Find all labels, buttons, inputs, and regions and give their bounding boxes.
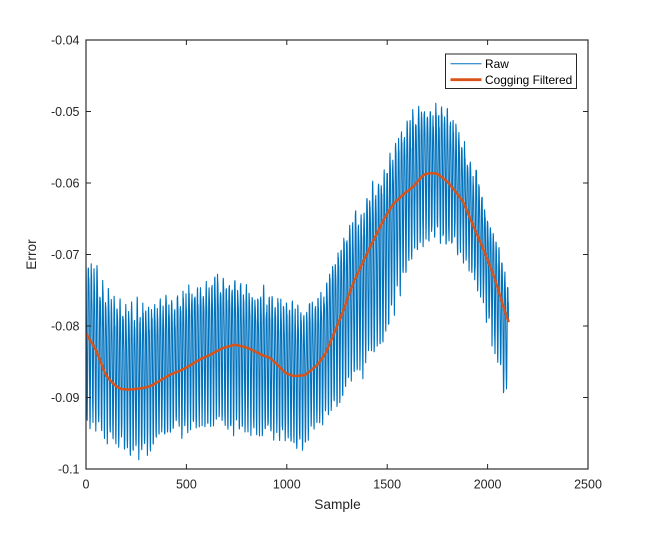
svg-text:2000: 2000	[474, 478, 502, 492]
svg-text:-0.08: -0.08	[51, 319, 80, 333]
svg-text:-0.06: -0.06	[51, 176, 80, 190]
svg-text:-0.04: -0.04	[51, 33, 80, 47]
svg-text:Cogging Filtered: Cogging Filtered	[485, 73, 572, 87]
svg-text:-0.09: -0.09	[51, 391, 80, 405]
svg-text:Error: Error	[24, 239, 39, 270]
svg-text:2500: 2500	[574, 478, 602, 492]
svg-text:Raw: Raw	[485, 57, 509, 71]
svg-text:Sample: Sample	[314, 497, 360, 512]
svg-text:0: 0	[83, 478, 90, 492]
svg-text:1500: 1500	[373, 478, 401, 492]
svg-text:-0.1: -0.1	[58, 462, 80, 476]
svg-text:1000: 1000	[273, 478, 301, 492]
svg-text:-0.05: -0.05	[51, 105, 80, 119]
svg-text:-0.07: -0.07	[51, 248, 80, 262]
svg-text:500: 500	[176, 478, 197, 492]
